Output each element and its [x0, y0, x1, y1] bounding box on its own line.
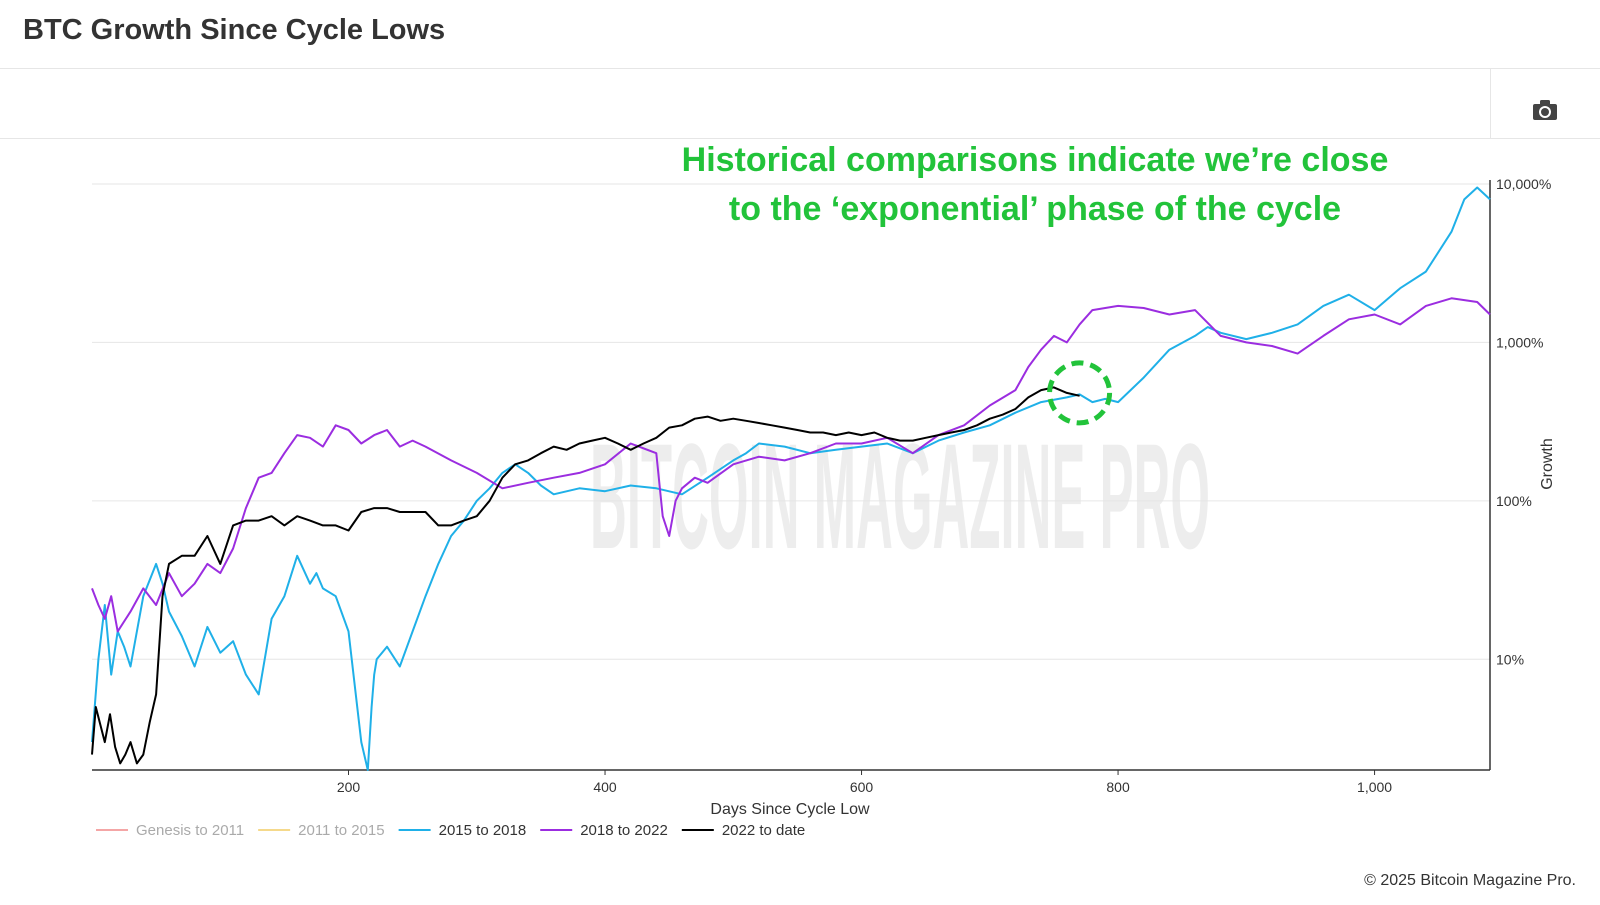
legend-item-2[interactable]: 2015 to 2018	[439, 822, 527, 839]
y-tick-label: 10,000%	[1496, 176, 1551, 192]
series-line-4	[91, 386, 1080, 765]
x-tick-label: 1,000	[1357, 779, 1392, 795]
y-tick-label: 100%	[1496, 493, 1532, 509]
chart-toolbar	[0, 68, 1600, 139]
growth-chart: BITCOIN MAGAZINE PRO 10% 100% 1,000% 10,000%…	[91, 141, 1556, 839]
annotation-text: Historical comparisons indicate we’re cl…	[682, 141, 1389, 179]
page-title: BTC Growth Since Cycle Lows	[23, 14, 446, 46]
camera-icon[interactable]	[1532, 98, 1558, 122]
legend-item-1[interactable]: 2011 to 2015	[298, 822, 384, 839]
annotation-text: to the ‘exponential’ phase of the cycle	[729, 190, 1341, 228]
series-line-3	[91, 297, 1491, 633]
page-header: BTC Growth Since Cycle Lows	[0, 0, 1600, 69]
copyright-text: © 2025 Bitcoin Magazine Pro.	[1364, 872, 1576, 889]
chart-area: BITCOIN MAGAZINE PRO 10% 100% 1,000% 10,000%…	[0, 138, 1600, 900]
x-tick-label: 400	[593, 779, 617, 795]
x-tick-label: 200	[337, 779, 361, 795]
legend-item-3[interactable]: 2018 to 2022	[580, 822, 668, 839]
y-tick-label: 1,000%	[1496, 334, 1543, 350]
toolbar-divider	[1490, 68, 1491, 138]
x-tick-label: 800	[1106, 779, 1130, 795]
legend-item-4[interactable]: 2022 to date	[722, 822, 805, 839]
y-axis-title: Growth	[1539, 438, 1556, 490]
watermark-text: BITCOIN MAGAZINE PRO	[590, 412, 1210, 580]
legend-item-0[interactable]: Genesis to 2011	[136, 822, 244, 839]
annotation-circle	[1047, 360, 1113, 426]
series-line-2	[91, 186, 1491, 771]
x-tick-label: 600	[850, 779, 874, 795]
y-tick-label: 10%	[1496, 651, 1524, 667]
x-axis-title: Days Since Cycle Low	[710, 801, 870, 818]
